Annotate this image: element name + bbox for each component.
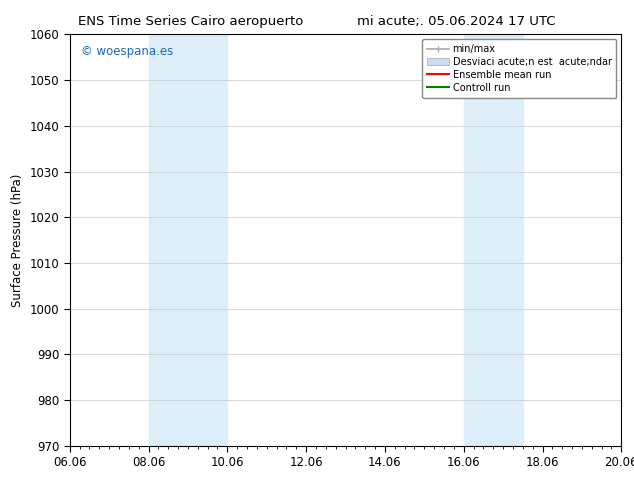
Y-axis label: Surface Pressure (hPa): Surface Pressure (hPa) <box>11 173 24 307</box>
Text: ENS Time Series Cairo aeropuerto: ENS Time Series Cairo aeropuerto <box>77 15 303 28</box>
Text: mi acute;. 05.06.2024 17 UTC: mi acute;. 05.06.2024 17 UTC <box>357 15 556 28</box>
Bar <box>148 34 228 446</box>
Legend: min/max, Desviaci acute;n est  acute;ndar, Ensemble mean run, Controll run: min/max, Desviaci acute;n est acute;ndar… <box>422 39 616 98</box>
Bar <box>463 34 523 446</box>
Text: © woespana.es: © woespana.es <box>81 45 173 58</box>
